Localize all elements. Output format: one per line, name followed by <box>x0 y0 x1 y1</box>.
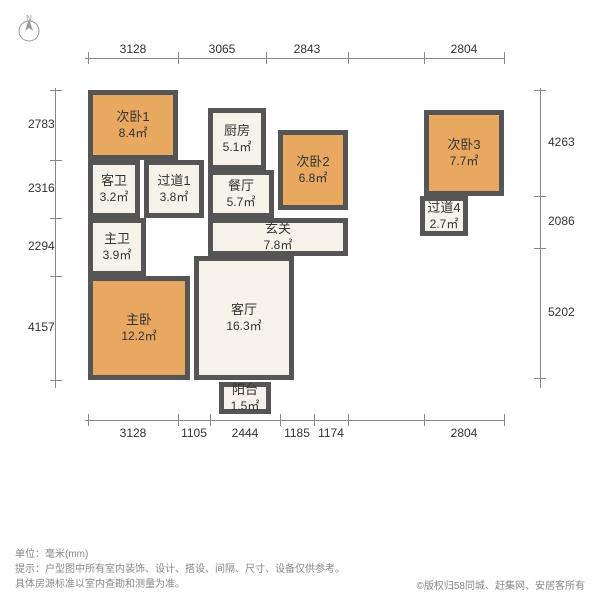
room-area: 6.8㎡ <box>299 171 328 187</box>
room-玄关: 玄关7.8㎡ <box>208 218 348 256</box>
room-过道1: 过道13.8㎡ <box>144 160 204 218</box>
room-area: 7.8㎡ <box>264 238 293 254</box>
tip-text: 提示：户型图中所有室内装饰、设计、搭设、间隔、尺寸、设备仅供参考。 具体房源标准… <box>15 562 345 592</box>
room-area: 12.2㎡ <box>121 329 156 345</box>
room-次卧3: 次卧37.7㎡ <box>424 110 504 196</box>
room-area: 3.9㎡ <box>103 248 132 264</box>
room-area: 1.5㎡ <box>231 399 260 415</box>
dim-left: 2783 <box>28 117 54 131</box>
room-过道4: 过道42.7㎡ <box>420 196 468 236</box>
room-次卧1: 次卧18.4㎡ <box>88 90 178 160</box>
room-area: 16.3㎡ <box>226 319 261 335</box>
room-name: 次卧2 <box>296 154 329 171</box>
room-客厅: 客厅16.3㎡ <box>194 256 294 380</box>
room-area: 5.7㎡ <box>227 195 256 211</box>
room-area: 2.7㎡ <box>430 217 459 233</box>
dim-top: 2804 <box>424 42 504 56</box>
dim-bottom: 1105 <box>178 426 210 440</box>
room-name: 阳台 <box>232 382 258 399</box>
dim-right: 4263 <box>548 135 575 149</box>
dim-bottom: 3128 <box>88 426 178 440</box>
dim-top: 3065 <box>178 42 266 56</box>
room-次卧2: 次卧26.8㎡ <box>278 130 348 210</box>
room-name: 玄关 <box>265 221 291 238</box>
dim-bottom: 1174 <box>314 426 348 440</box>
room-name: 客卫 <box>101 173 127 190</box>
room-厨房: 厨房5.1㎡ <box>208 108 266 170</box>
dim-right: 2086 <box>548 214 575 228</box>
room-name: 厨房 <box>224 123 250 140</box>
dim-top: 2843 <box>266 42 348 56</box>
room-name: 餐厅 <box>228 178 254 195</box>
room-客卫: 客卫3.2㎡ <box>88 160 140 218</box>
dim-top: 3128 <box>88 42 178 56</box>
unit-label: 单位：毫米(mm) <box>15 547 345 562</box>
room-name: 过道4 <box>427 200 460 217</box>
room-主卧: 主卧12.2㎡ <box>88 276 190 380</box>
dim-bottom: 2804 <box>424 426 504 440</box>
dim-bottom: 1185 <box>280 426 314 440</box>
room-餐厅: 餐厅5.7㎡ <box>208 170 274 218</box>
copyright-text: ©版权归58同城、赶集网、安居客所有 <box>417 577 586 592</box>
room-area: 7.7㎡ <box>450 154 479 170</box>
room-name: 次卧1 <box>116 109 149 126</box>
dim-bottom: 2444 <box>210 426 280 440</box>
room-name: 客厅 <box>231 302 257 319</box>
dim-left: 2316 <box>28 181 54 195</box>
room-阳台: 阳台1.5㎡ <box>219 382 271 414</box>
room-主卫: 主卫3.9㎡ <box>88 218 146 276</box>
room-area: 5.1㎡ <box>223 140 252 156</box>
room-area: 3.8㎡ <box>160 190 189 206</box>
footer-notes: 单位：毫米(mm) 提示：户型图中所有室内装饰、设计、搭设、间隔、尺寸、设备仅供… <box>15 547 345 592</box>
room-name: 过道1 <box>157 173 190 190</box>
room-area: 3.2㎡ <box>100 190 129 206</box>
room-area: 8.4㎡ <box>119 126 148 142</box>
room-name: 次卧3 <box>447 137 480 154</box>
floor-plan: 次卧18.4㎡厨房5.1㎡次卧26.8㎡次卧37.7㎡客卫3.2㎡过道13.8㎡… <box>0 0 600 420</box>
room-name: 主卧 <box>126 312 152 329</box>
dim-right: 5202 <box>548 305 575 319</box>
dim-left: 4157 <box>28 320 54 334</box>
dim-left: 2294 <box>28 239 54 253</box>
room-name: 主卫 <box>104 231 130 248</box>
